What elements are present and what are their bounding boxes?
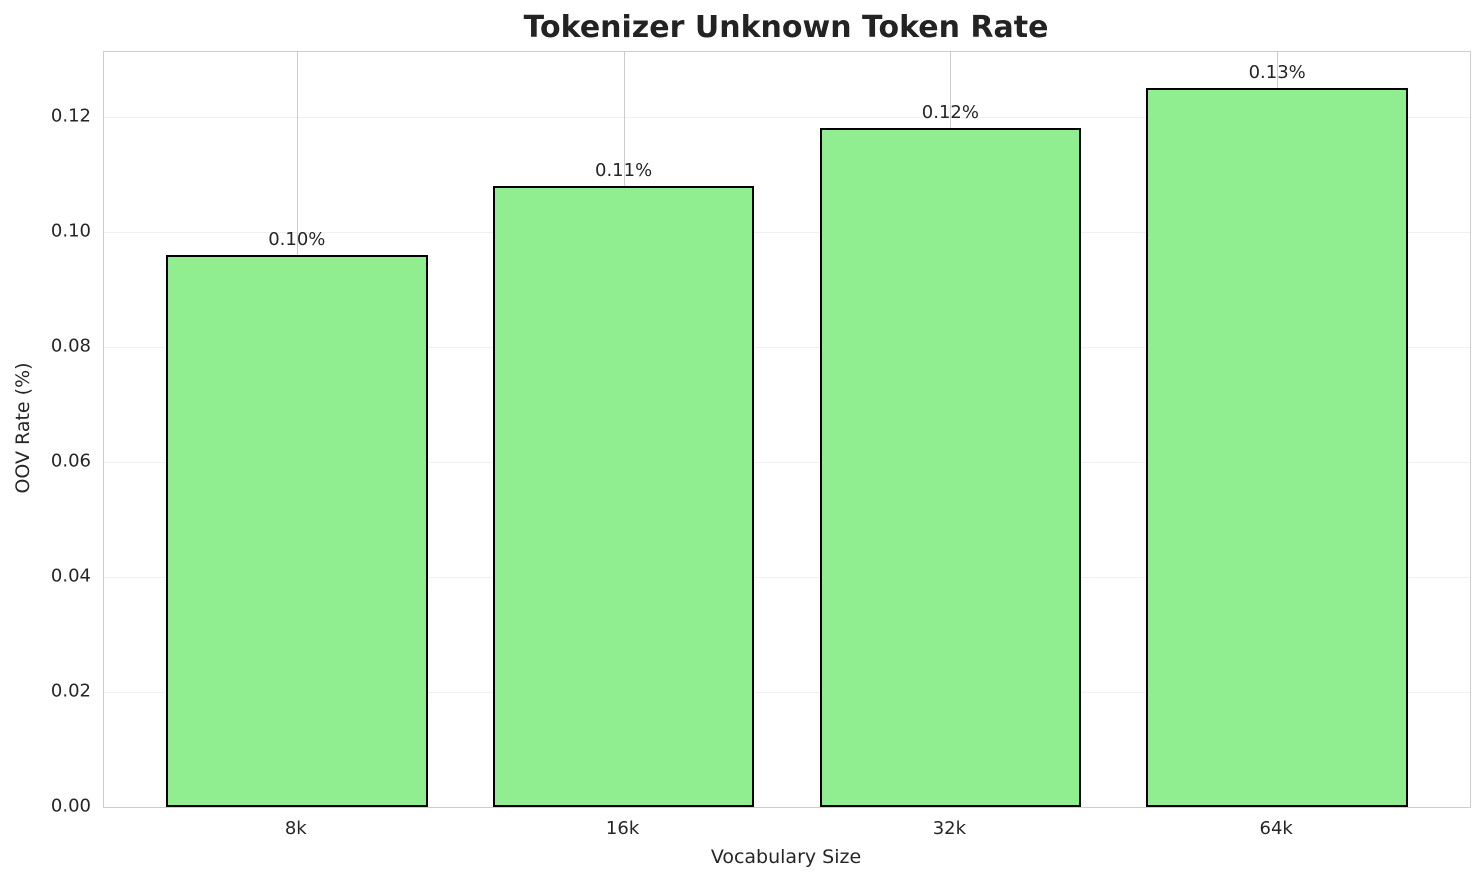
bar-32k xyxy=(819,128,1082,807)
bar-value-label: 0.12% xyxy=(921,102,979,124)
bars-layer: 0.10% 0.11% 0.12% 0.13% xyxy=(104,52,1470,807)
x-tick-label: 64k xyxy=(1259,818,1293,839)
bar-value-label: 0.11% xyxy=(595,159,653,181)
y-axis-ticks: 0.00 0.02 0.04 0.06 0.08 0.10 0.12 xyxy=(0,0,91,885)
horizontal-gridline xyxy=(104,691,1470,693)
y-tick-label: 0.08 xyxy=(50,335,91,357)
y-tick-label: 0.12 xyxy=(50,105,91,127)
bar-value-label: 0.13% xyxy=(1248,61,1306,83)
plot-area: 0.10% 0.11% 0.12% 0.13% xyxy=(103,51,1471,808)
y-tick-label: 0.00 xyxy=(50,795,91,817)
x-tick-label: 8k xyxy=(284,818,307,839)
bar-64k xyxy=(1146,87,1408,807)
horizontal-gridline xyxy=(104,231,1470,233)
x-axis-label: Vocabulary Size xyxy=(710,846,862,868)
x-tick-label: 16k xyxy=(605,818,640,839)
bar-16k xyxy=(492,185,755,807)
y-tick-label: 0.02 xyxy=(50,680,91,702)
y-tick-label: 0.06 xyxy=(50,450,91,472)
chart-title: Tokenizer Unknown Token Rate xyxy=(523,10,1049,45)
horizontal-gridline xyxy=(104,116,1470,118)
horizontal-gridline xyxy=(104,346,1470,348)
x-tick-label: 32k xyxy=(932,818,967,839)
y-tick-label: 0.10 xyxy=(50,220,91,242)
bar-8k xyxy=(166,254,428,807)
y-tick-label: 0.04 xyxy=(50,565,91,587)
bar-value-label: 0.10% xyxy=(268,228,326,250)
horizontal-gridline xyxy=(104,576,1470,578)
horizontal-gridline xyxy=(104,461,1470,463)
